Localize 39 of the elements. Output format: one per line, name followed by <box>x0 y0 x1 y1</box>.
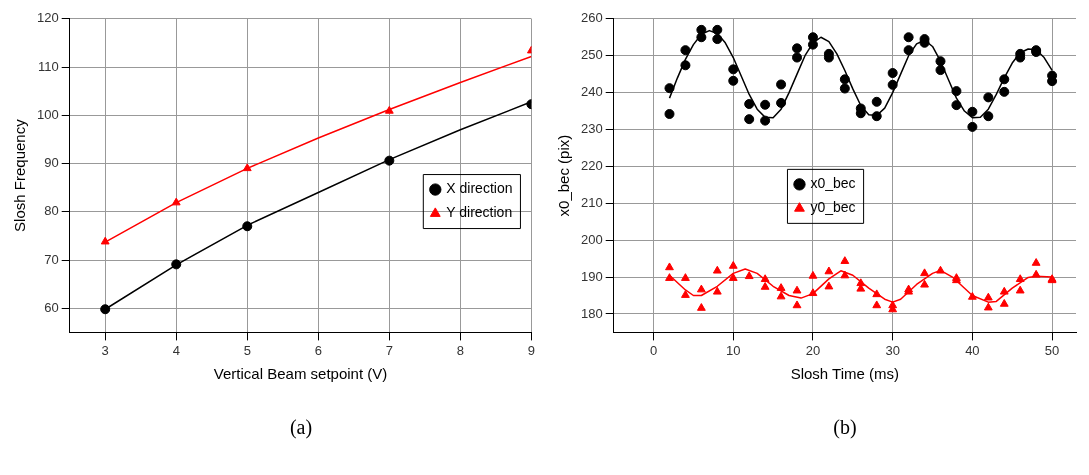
x-axis-title: Slosh Time (ms) <box>790 365 900 383</box>
y-tick-label: 70 <box>44 251 59 267</box>
legend-label: Y direction <box>446 204 513 221</box>
y-tick-label: 100 <box>36 106 59 122</box>
x-tick-label: 8 <box>456 342 464 358</box>
y-tick-label: 260 <box>580 10 603 26</box>
legend-label: X direction <box>446 180 513 197</box>
y-tick-label: 220 <box>580 157 603 173</box>
x-tick-label: 0 <box>649 342 658 358</box>
x-tick-label: 5 <box>243 342 251 358</box>
y-tick-label: 230 <box>580 121 603 137</box>
x-tick-label: 4 <box>172 342 180 358</box>
legend-label: x0_bec <box>810 175 856 192</box>
y-tick-label: 200 <box>580 231 603 247</box>
x-tick-label: 10 <box>726 342 741 358</box>
y-tick-label: 60 <box>44 299 59 315</box>
x-axis-title: Vertical Beam setpoint (V) <box>213 365 388 383</box>
y-tick-label: 210 <box>580 194 603 210</box>
x-tick-label: 7 <box>385 342 393 358</box>
x-tick-label: 3 <box>101 342 109 358</box>
y-tick-label: 190 <box>580 268 603 284</box>
y-tick-label: 120 <box>36 10 59 26</box>
x-tick-label: 30 <box>885 342 900 358</box>
y-axis-title: Slosh Frequency <box>11 118 29 232</box>
y-tick-label: 180 <box>580 305 603 321</box>
x-tick-label: 9 <box>527 342 535 358</box>
y-tick-label: 250 <box>580 47 603 63</box>
y-tick-label: 80 <box>44 203 59 219</box>
x-tick-label: 6 <box>314 342 322 358</box>
x-tick-label: 40 <box>965 342 980 358</box>
legend-label: y0_bec <box>810 199 856 216</box>
x-tick-label: 20 <box>805 342 821 358</box>
x-tick-label: 50 <box>1044 342 1060 358</box>
text: (b) <box>832 416 858 439</box>
y-axis-title: x0_bec (pix) <box>555 134 573 217</box>
y-tick-label: 110 <box>37 58 59 74</box>
text: (a) <box>288 416 314 439</box>
y-tick-label: 240 <box>580 84 603 100</box>
y-tick-label: 90 <box>44 155 59 171</box>
